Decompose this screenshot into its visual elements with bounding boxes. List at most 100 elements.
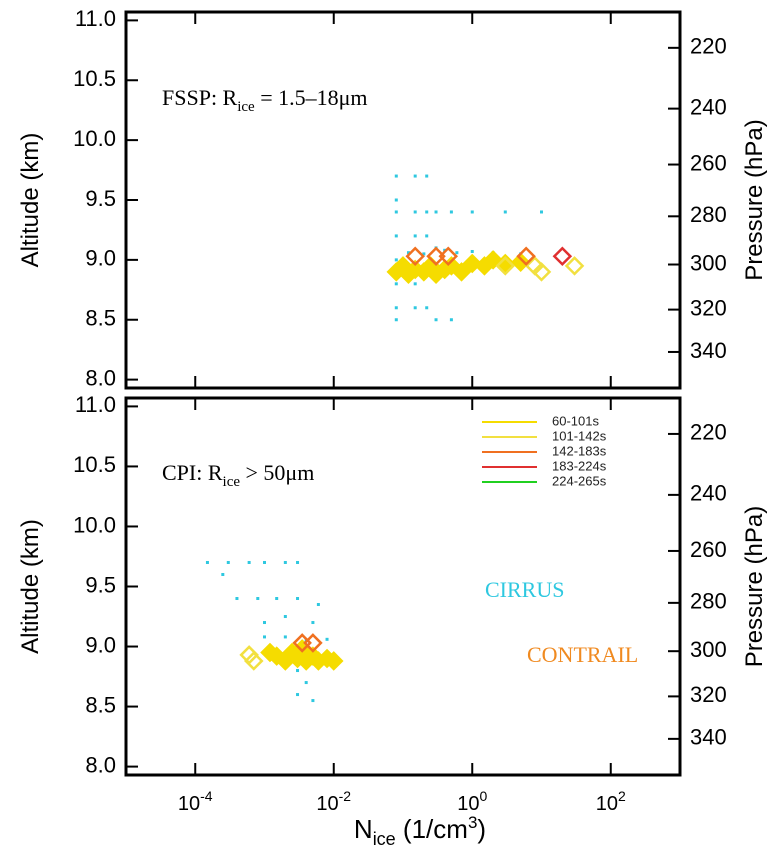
y2-tick-label: 260: [690, 537, 727, 562]
annotation: CONTRAIL: [527, 642, 638, 667]
point: [434, 210, 438, 214]
legend-label: 101-142s: [552, 428, 607, 443]
y-tick-label: 9.5: [85, 186, 116, 211]
point: [413, 174, 417, 178]
point: [483, 250, 503, 270]
x-tick-exponent: 2: [618, 788, 626, 804]
point: [235, 597, 239, 601]
y-tick-label: 9.5: [85, 572, 116, 597]
point: [516, 246, 536, 267]
y2-tick-label: 240: [690, 481, 727, 506]
point: [283, 635, 287, 639]
point: [394, 318, 398, 322]
point: [311, 621, 315, 625]
y-tick-label: 10.0: [73, 512, 116, 537]
point: [413, 234, 417, 238]
x-label-base: N: [354, 814, 373, 844]
point: [470, 210, 474, 214]
annotation: FSSP: Rice = 1.5–18μm: [162, 85, 368, 115]
point: [394, 258, 398, 262]
x-tick-label: 102: [596, 788, 626, 815]
point: [438, 246, 459, 267]
point: [263, 621, 266, 625]
series: [205, 560, 329, 703]
point: [394, 306, 398, 310]
point: [413, 210, 417, 214]
point: [422, 252, 426, 256]
point: [394, 234, 398, 238]
legend-label: 142-183s: [552, 443, 607, 458]
series: [386, 250, 531, 285]
point: [540, 210, 543, 214]
y2-tick-label: 260: [690, 150, 727, 175]
point: [256, 597, 260, 601]
point: [449, 210, 453, 214]
point: [275, 597, 279, 601]
y-axis-label: Altitude (km): [17, 133, 44, 268]
annotation: CPI: Rice > 50μm: [162, 460, 314, 490]
point: [503, 210, 507, 214]
legend-label: 224-265s: [552, 473, 607, 488]
point: [425, 306, 429, 310]
x-label-end: ): [477, 814, 486, 844]
point: [413, 282, 417, 286]
point: [296, 693, 300, 697]
point: [394, 210, 398, 214]
point: [303, 633, 323, 653]
x-tick-base: 10: [457, 793, 479, 815]
point: [296, 560, 300, 564]
y-tick-label: 8.0: [85, 752, 116, 777]
annotation-sub: ice: [223, 474, 241, 490]
point: [316, 603, 320, 607]
annotation-sub: ice: [237, 99, 255, 115]
point: [462, 253, 483, 274]
y-tick-label: 8.5: [85, 306, 116, 331]
point: [394, 198, 398, 202]
point: [394, 174, 398, 178]
series: [394, 174, 543, 322]
y2-tick-label: 340: [690, 338, 727, 363]
x-tick-exponent: -2: [339, 788, 352, 804]
x-tick-exponent: 0: [479, 788, 487, 804]
y-tick-label: 10.5: [73, 452, 116, 477]
y-tick-label: 11.0: [75, 392, 116, 417]
point: [455, 251, 459, 255]
annotation-rest: = 1.5–18μm: [255, 85, 368, 110]
point: [495, 256, 516, 276]
point: [263, 635, 266, 639]
x-tick-label: 100: [457, 788, 487, 815]
point: [449, 318, 453, 322]
point: [311, 699, 315, 703]
y2-tick-label: 300: [690, 637, 727, 662]
x-label-mid: (1/cm: [396, 814, 468, 844]
y2-tick-label: 300: [690, 250, 727, 275]
x-label-sup: 3: [468, 813, 477, 832]
x-label-sub: ice: [373, 829, 396, 849]
y2-tick-label: 320: [690, 682, 727, 707]
point: [531, 262, 552, 282]
y2-tick-label: 220: [690, 34, 727, 59]
annotation-text: FSSP: R: [162, 85, 238, 110]
point: [405, 246, 425, 267]
plot-frame: [124, 10, 682, 390]
point: [495, 253, 516, 274]
series: [405, 246, 536, 267]
x-axis-label: Nice (1/cm3): [354, 813, 486, 849]
series: [292, 633, 323, 653]
point: [434, 318, 438, 322]
point: [325, 637, 329, 641]
annotation-text: CPI: R: [162, 460, 223, 485]
x-tick-label: 10-4: [178, 788, 213, 815]
point: [564, 256, 585, 276]
y-tick-label: 10.5: [73, 66, 116, 91]
y2-tick-label: 240: [690, 94, 727, 119]
point: [451, 262, 472, 282]
series: [495, 256, 585, 282]
point: [323, 651, 344, 671]
y-tick-label: 8.5: [85, 692, 116, 717]
point: [413, 306, 417, 310]
point: [263, 560, 266, 564]
point: [247, 560, 251, 564]
y2-axis-label: Pressure (hPa): [741, 119, 768, 280]
